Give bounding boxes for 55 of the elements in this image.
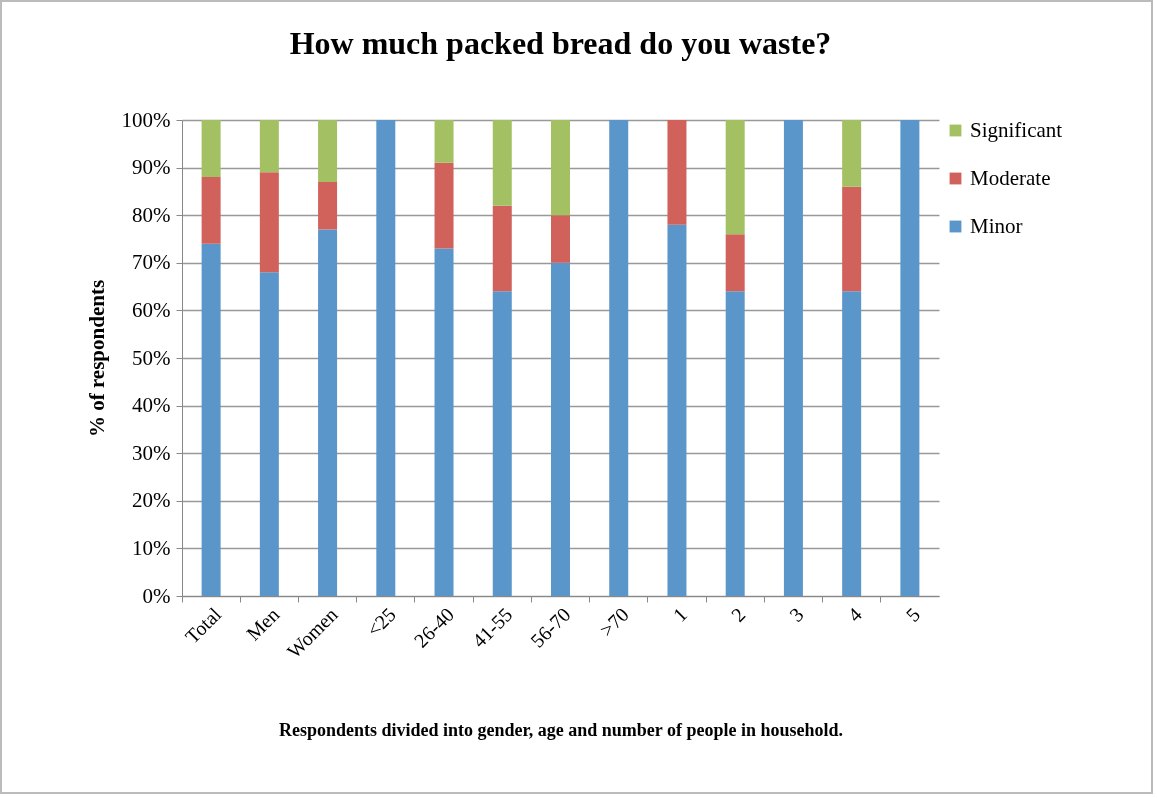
bar [551,215,570,263]
bar [259,172,279,273]
x-tick-label: >70 [595,603,633,641]
x-tick-label: Men [242,603,284,645]
bar [318,120,338,182]
bar [842,186,862,292]
x-tick-label: 4 [843,603,866,626]
y-tick-label: 20% [132,488,171,513]
y-tick-label: 50% [132,345,171,370]
bar [842,291,862,596]
bar [900,120,920,596]
x-tick-label: 2 [726,603,750,626]
x-axis-title: Respondents divided into gender, age and number of people in household. [278,720,844,741]
bar [259,272,279,596]
bar [492,205,512,292]
chart-title: How much packed bread do you waste? [289,25,832,61]
bar [725,120,745,235]
y-tick-label: 40% [132,393,171,418]
y-tick-label: 90% [132,155,171,180]
bar [725,234,745,292]
y-tick-label: 30% [132,440,171,465]
x-tick-label: <25 [362,603,400,641]
bar [318,229,338,596]
x-tick-label: 1 [668,603,692,626]
bar [259,120,279,173]
bar [551,262,570,596]
x-tick-label: 5 [901,603,925,626]
bar [842,120,862,187]
bar [434,162,454,249]
bar [318,181,338,230]
legend-label: Moderate [970,165,1051,190]
legend-label: Significant [970,117,1063,142]
y-axis-title: % of respondents [84,279,109,438]
bar [492,120,512,206]
bar [434,248,454,596]
legend-label: Minor [970,213,1023,238]
y-tick-label: 100% [121,107,171,132]
bar [609,120,629,596]
y-tick-label: 0% [142,583,171,608]
bar [201,177,221,244]
x-tick-label: 3 [784,603,808,626]
bar [434,120,454,163]
y-tick-label: 10% [132,535,171,560]
bar [783,120,803,596]
bar [725,291,745,596]
bar [667,120,687,225]
bar [551,120,570,216]
y-tick-label: 60% [132,297,171,322]
bar [201,243,221,596]
y-tick-label: 70% [132,250,171,275]
bar [376,120,396,596]
bar [667,224,687,596]
y-tick-label: 80% [132,202,171,227]
bar [492,291,512,596]
bar [201,120,221,178]
